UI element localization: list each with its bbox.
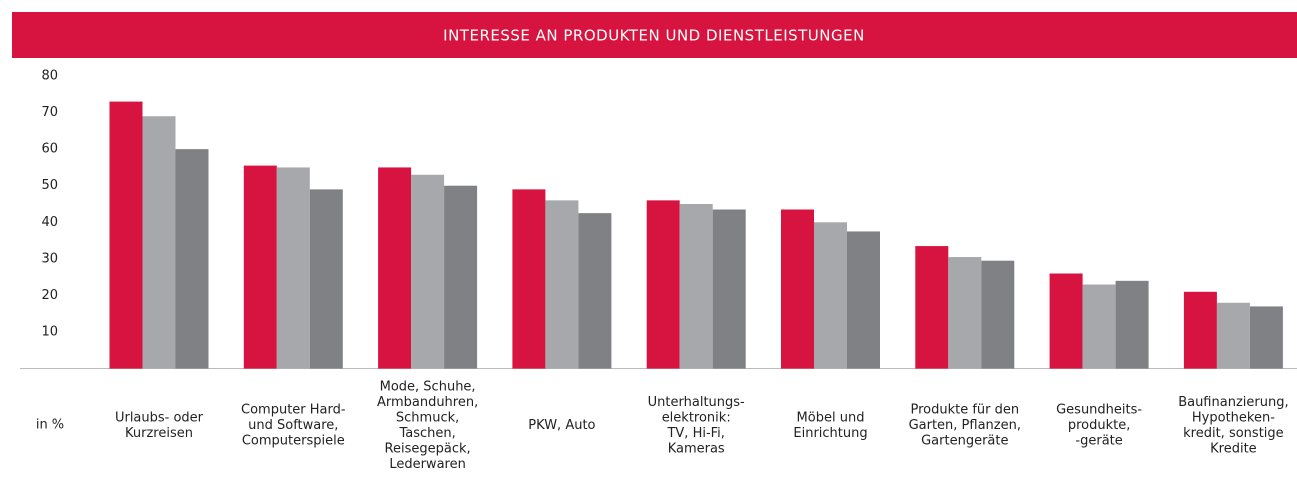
bar	[444, 185, 478, 369]
x-tick-label-line: PKW, Auto	[528, 418, 595, 433]
y-tick-label: 10	[41, 325, 58, 340]
x-tick-label: Baufinanzierung, Hypotheken-kredit, sonst…	[1178, 394, 1288, 456]
bar	[411, 174, 445, 369]
x-tick-label-line: Armbanduhren,	[377, 394, 478, 409]
x-tick-label-line: Reisegepäck,	[385, 441, 471, 456]
bar	[545, 200, 579, 369]
x-tick-label-line: Schmuck,	[396, 410, 459, 425]
bar	[646, 200, 680, 369]
bar	[142, 116, 176, 369]
x-tick-label-line: elektronik:	[662, 410, 731, 425]
x-tick-label-line: TV, Hi-Fi,	[666, 425, 724, 440]
x-tick-label-line: und Software,	[248, 418, 338, 433]
bar	[1082, 284, 1116, 369]
x-tick-label: Produkte für den Garten, Pflanzen, Garteng…	[909, 402, 1021, 448]
x-tick-label-line: kredit, sonstige	[1183, 425, 1284, 440]
x-tick-label-line: Lederwaren	[389, 456, 466, 471]
x-tick-label-line: Hypotheken-	[1192, 410, 1275, 425]
x-tick-label: Mode, Schuhe, Armbanduhren, Schmuck, Tasche…	[377, 379, 478, 472]
x-tick-label-line: Computer Hard-	[241, 402, 346, 417]
bar	[276, 167, 310, 369]
x-tick-label-line: Gartengeräte	[921, 433, 1008, 448]
x-tick-label-line: Kameras	[668, 441, 725, 456]
bar	[814, 222, 847, 369]
bar	[243, 165, 277, 369]
y-tick-label: 50	[41, 178, 58, 193]
bar	[1183, 291, 1217, 369]
y-tick-label: 30	[41, 251, 58, 266]
bar	[781, 209, 814, 369]
bar	[109, 101, 143, 369]
x-tick-label-line: Gesundheits-	[1056, 402, 1142, 417]
y-tick-label: 70	[41, 105, 58, 120]
bar	[578, 213, 612, 369]
chart-title: INTERESSE AN PRODUKTEN UND DIENSTLEISTUN…	[443, 27, 865, 45]
bar	[1249, 306, 1283, 369]
x-tick-label-line: Garten, Pflanzen,	[909, 418, 1021, 433]
bar	[175, 149, 209, 369]
x-tick-label-line: Kredite	[1210, 441, 1257, 456]
y-tick-label: 40	[41, 215, 58, 230]
x-tick-label-line: Taschen,	[398, 425, 455, 440]
bar	[847, 231, 880, 369]
x-tick-label: Gesundheits-produkte, -geräte	[1056, 402, 1142, 448]
bar	[378, 167, 412, 369]
x-tick-label-line: -geräte	[1075, 433, 1122, 448]
y-axis-label: in %	[36, 418, 64, 433]
y-tick-label: 60	[41, 142, 58, 157]
x-tick-label-line: produkte,	[1068, 418, 1131, 433]
x-tick-label: Unterhaltungs-elektronik: TV, Hi-Fi, Kamer…	[648, 394, 745, 456]
x-tick-label-line: Mode, Schuhe,	[380, 379, 476, 394]
bar	[679, 204, 713, 369]
x-tick-label: Möbel und Einrichtung	[793, 410, 867, 441]
x-tick-label-line: Baufinanzierung,	[1178, 394, 1288, 409]
x-tick-label: Computer Hard-und Software, Computerspiel…	[241, 402, 346, 448]
x-tick-label-line: Computerspiele	[242, 433, 345, 448]
bar	[915, 246, 949, 369]
x-tick-label-line: Produkte für den	[910, 402, 1019, 417]
bar	[1216, 302, 1250, 369]
y-tick-label: 20	[41, 288, 58, 303]
bar	[948, 257, 982, 369]
x-tick-label-line: Kurzreisen	[125, 425, 193, 440]
x-tick-label: Urlaubs- oder Kurzreisen	[115, 410, 204, 441]
bar	[1115, 280, 1149, 369]
title-band	[12, 12, 1297, 58]
bar	[309, 189, 343, 369]
y-tick-label: 80	[41, 69, 58, 84]
x-tick-label-line: Einrichtung	[793, 425, 867, 440]
x-tick-label-line: Unterhaltungs-	[648, 394, 745, 409]
bar	[512, 189, 546, 369]
x-tick-label-line: Möbel und	[797, 410, 865, 425]
x-tick-label: PKW, Auto	[528, 418, 595, 433]
x-tick-label-line: Urlaubs- oder	[115, 410, 204, 425]
bar	[712, 209, 746, 369]
bar	[981, 260, 1015, 369]
bar	[1049, 273, 1083, 369]
